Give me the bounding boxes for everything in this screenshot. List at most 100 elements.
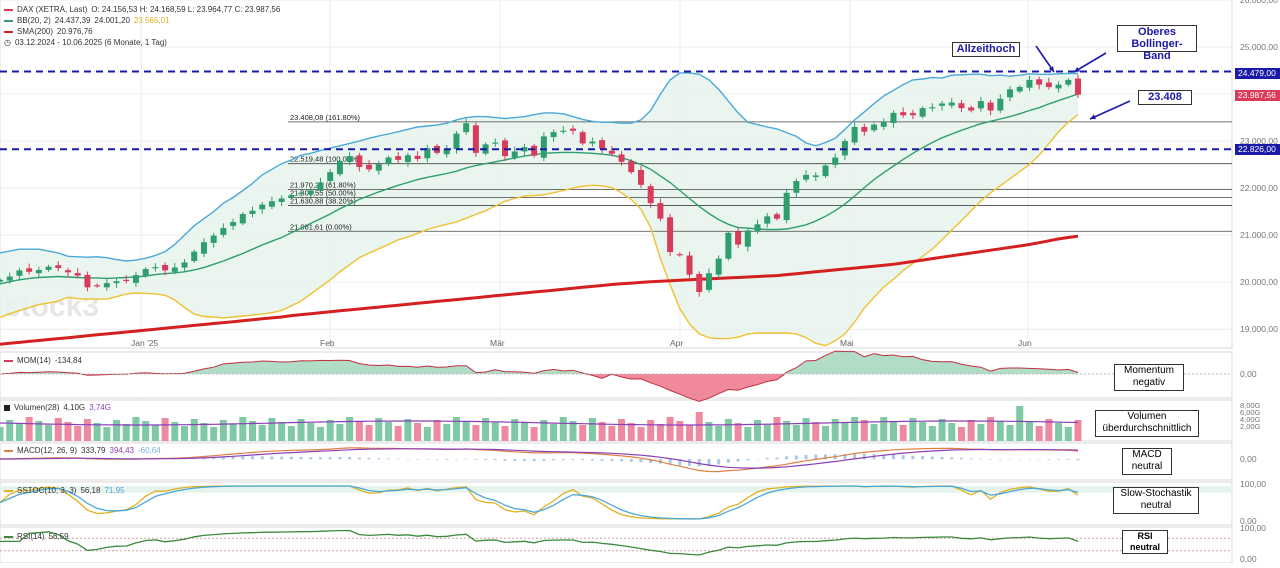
resistance-tag: 24.479,00 xyxy=(1235,68,1280,79)
candle-body xyxy=(288,195,294,198)
candle-body xyxy=(784,193,790,220)
y-tick-label: 26.000,00 xyxy=(1240,0,1278,5)
candle-body xyxy=(609,151,615,154)
candle-body xyxy=(968,107,974,110)
macd-hist-bar xyxy=(737,459,740,462)
stoch-axis-top: 100,00 xyxy=(1240,479,1266,489)
volume-bar xyxy=(599,422,606,441)
macd-hist-bar xyxy=(950,457,953,459)
candle-body xyxy=(84,275,90,287)
volume-bar xyxy=(395,426,402,441)
volume-bar xyxy=(443,424,450,441)
macd-hist-bar xyxy=(785,456,788,459)
candle-body xyxy=(842,141,848,155)
x-tick-label: Jun xyxy=(1018,338,1032,348)
rsi-annotation: RSI neutral xyxy=(1122,530,1168,554)
macd-hist-bar xyxy=(76,459,79,460)
volume-bar xyxy=(676,421,683,441)
volume-bar xyxy=(608,426,615,441)
stoch-line2: neutral xyxy=(1114,500,1198,512)
volume-bar xyxy=(696,412,703,441)
stoch-line1: Slow-Stochastik xyxy=(1114,488,1198,500)
volume-bar xyxy=(1036,426,1043,441)
sma-value: 20.976,76 xyxy=(57,26,93,37)
candle-body xyxy=(512,151,518,157)
candle-body xyxy=(366,165,372,169)
candle-body xyxy=(133,275,139,283)
candle-body xyxy=(152,267,158,268)
volume-bar xyxy=(132,417,139,441)
volume-bar xyxy=(929,426,936,441)
macd-hist-bar xyxy=(979,459,982,460)
x-tick-label: Mai xyxy=(840,338,854,348)
candle-body xyxy=(317,182,323,190)
candle-body xyxy=(803,175,809,180)
candle-body xyxy=(589,142,595,144)
volume-bar xyxy=(618,419,625,441)
candle-body xyxy=(182,262,188,267)
candle-body xyxy=(619,154,625,161)
volume-bar xyxy=(997,421,1004,441)
candle-body xyxy=(648,186,654,203)
rsi-label: RSI(14) xyxy=(17,532,45,541)
ohlc-values: O: 24.156,53 H: 24.168,59 L: 23.964,77 C… xyxy=(91,4,280,15)
candle-body xyxy=(385,158,391,165)
macd-hist-bar xyxy=(562,459,565,460)
candle-body xyxy=(716,259,722,275)
volume-bar xyxy=(1055,423,1062,441)
candle-body xyxy=(764,216,770,223)
macd-hist-bar xyxy=(601,459,604,461)
volume-bar xyxy=(550,424,557,441)
y-tick-label: 21.000,00 xyxy=(1240,230,1278,240)
mom-legend: MOM(14) -134,84 xyxy=(4,356,82,365)
legend-period: ◷ 03.12.2024 - 10.06.2025 (6 Monate, 1 T… xyxy=(4,37,280,48)
volume-bar xyxy=(230,424,237,441)
legend-sma: SMA(200) 20.976,76 xyxy=(4,26,280,37)
candle-body xyxy=(861,127,867,132)
main-legend: DAX (XETRA, Last) O: 24.156,53 H: 24.168… xyxy=(4,4,280,48)
candle-body xyxy=(376,164,382,171)
volume-bar xyxy=(871,424,878,441)
macd-hist-bar xyxy=(232,457,235,460)
volume-bar xyxy=(84,419,91,441)
macd-hist-bar xyxy=(542,459,545,461)
volume-bar xyxy=(1065,427,1072,441)
candle-body xyxy=(793,181,799,193)
macd-hist-bar xyxy=(300,457,303,459)
candle-body xyxy=(541,136,547,157)
macd-panel-frame xyxy=(0,443,1232,480)
candle-body xyxy=(988,103,994,111)
candle-body xyxy=(599,140,605,148)
macd-hist-bar xyxy=(270,456,273,459)
volume-bar xyxy=(385,422,392,441)
macd-hist-bar xyxy=(329,457,332,459)
volumen-line1: Volumen xyxy=(1096,411,1198,423)
volume-bar xyxy=(822,426,829,441)
candle-body xyxy=(65,270,71,272)
candle-body xyxy=(279,198,285,202)
macd-hist-bar xyxy=(484,459,487,460)
mom-value: -134,84 xyxy=(55,356,82,365)
volume-bar xyxy=(74,426,81,441)
y-tick-label: 19.000,00 xyxy=(1240,324,1278,334)
macd-hist-bar xyxy=(591,459,594,460)
volume-bar xyxy=(239,417,246,441)
rsi-legend: RSI(14) 56,59 xyxy=(4,532,69,541)
rsi-axis-bottom: 0,00 xyxy=(1240,554,1257,563)
volume-bar xyxy=(113,420,120,441)
volume-bar xyxy=(628,423,635,441)
volume-bar xyxy=(773,417,780,441)
macd-hist-bar xyxy=(1047,459,1050,460)
vol-axis-label: 2,00G xyxy=(1240,422,1261,431)
volumen-annotation: Volumen überdurchschnittlich xyxy=(1095,410,1199,437)
volume-bar xyxy=(531,427,538,441)
candle-body xyxy=(1056,85,1062,89)
macd-hist-bar xyxy=(970,458,973,459)
candle-body xyxy=(929,107,935,108)
volume-bar xyxy=(152,425,159,441)
macd-hist-bar xyxy=(795,455,798,459)
volume-bar xyxy=(812,422,819,441)
macd-hist-bar xyxy=(620,459,623,461)
x-tick-label: Feb xyxy=(320,338,335,348)
volume-bar xyxy=(880,417,887,441)
